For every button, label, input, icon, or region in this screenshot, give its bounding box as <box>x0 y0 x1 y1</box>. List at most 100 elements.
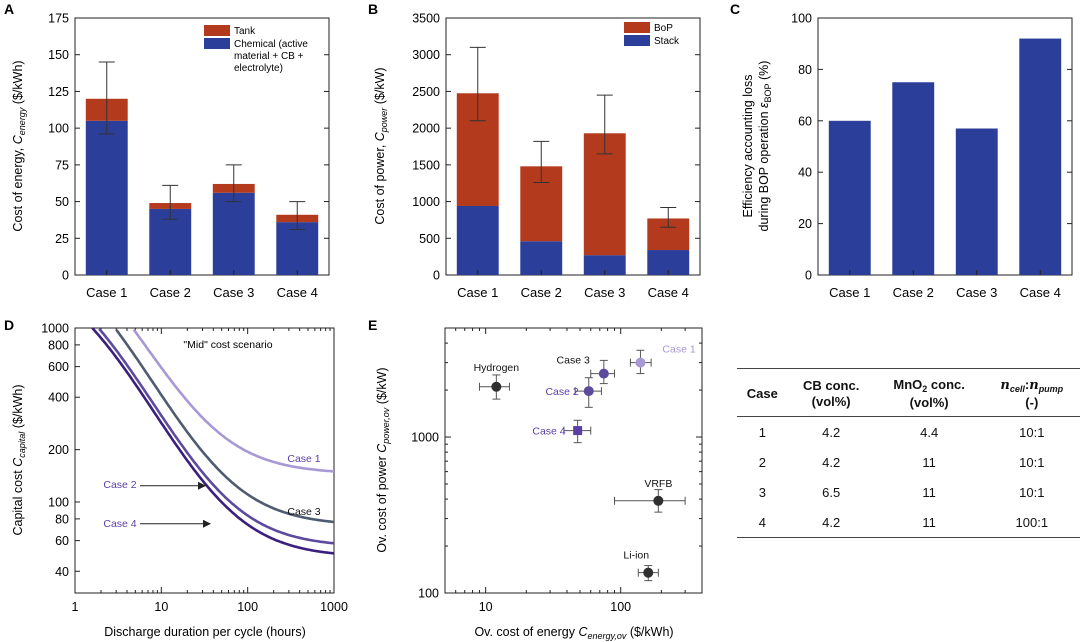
th-ratio: ncell:npump (-) <box>983 367 1080 418</box>
bar <box>892 82 935 275</box>
legend-label-chemical-3: electrolyte) <box>234 63 283 74</box>
cell-case: 3 <box>758 485 766 501</box>
panel-b-label: B <box>368 1 378 17</box>
x-tick-label: Case 2 <box>521 285 562 300</box>
line-label-case-4: Case 4 <box>103 518 136 530</box>
cell-case: 2 <box>758 455 766 471</box>
point-li-ion <box>643 567 654 578</box>
y-tick-label: 1500 <box>412 158 440 172</box>
y-tick-label: 40 <box>55 565 69 579</box>
panel-c-label: C <box>730 1 740 17</box>
panel-d-annotation: "Mid" cost scenario <box>183 339 272 351</box>
legend-label-tank: Tank <box>234 26 256 37</box>
cell-mno2: 11 <box>922 455 936 471</box>
x-tick-label: 100 <box>610 600 631 614</box>
x-tick-label: Case 1 <box>829 285 870 300</box>
line-label-case-3: Case 3 <box>287 506 320 518</box>
x-tick-label: Case 3 <box>956 285 997 300</box>
legend-swatch-tank <box>204 25 230 36</box>
y-tick-label: 150 <box>48 48 69 62</box>
x-tick-label: 10 <box>154 600 168 614</box>
point-hydrogen <box>491 381 502 392</box>
panel-d-label: D <box>4 317 14 333</box>
bar-stack <box>583 255 626 275</box>
y-tick-label: 60 <box>55 534 69 548</box>
panel-b-legend: BoP Stack <box>624 22 680 47</box>
point-label-hydrogen: Hydrogen <box>474 362 520 374</box>
cell-cb: 4.2 <box>787 507 875 539</box>
legend-label-chemical-2: material + CB + <box>234 51 304 62</box>
y-tick-label: 100 <box>48 496 69 510</box>
cell-case: 4 <box>737 507 788 539</box>
point-case-1 <box>635 357 646 368</box>
x-tick-label: Case 1 <box>457 285 498 300</box>
panel-c-ylabel-line2: during BOP operation εBOP (%) <box>757 61 773 232</box>
cell-ratio: 10:1 <box>1019 425 1045 441</box>
x-tick-label: 1000 <box>320 600 348 614</box>
x-tick-label: 100 <box>237 600 258 614</box>
x-tick-label: Case 2 <box>150 285 191 300</box>
point-case-2 <box>583 386 594 397</box>
panel-d: D 40 60 80 100 200 400 600 800 1000 1 10 100 1000 "… <box>4 317 348 639</box>
cell-case: 1 <box>758 425 766 441</box>
legend-label-bop: BoP <box>654 23 673 34</box>
line-case-2 <box>98 327 335 545</box>
point-label-li-ion: Li-ion <box>623 550 649 562</box>
y-tick-label: 50 <box>55 195 69 209</box>
x-tick-label: Case 4 <box>648 285 689 300</box>
cell-mno2: 4.4 <box>920 425 939 441</box>
y-tick-label: 100 <box>791 12 812 26</box>
y-tick-label: 1000 <box>412 195 440 209</box>
panel-a-frame <box>74 17 330 276</box>
bar <box>828 120 871 275</box>
y-tick-label: 125 <box>48 85 69 99</box>
y-tick-label: 0 <box>433 269 440 283</box>
y-tick-label: 400 <box>48 391 69 405</box>
cell-cb: 4.2 <box>822 455 841 471</box>
cell-ratio: 10:1 <box>1019 485 1045 501</box>
table-row: 3 6.5 11 10:1 <box>737 477 1080 507</box>
bar-chemical <box>149 208 192 275</box>
panel-c-ylabel-line1: Efficiency accounting loss <box>741 75 755 218</box>
legend-swatch-stack <box>624 35 650 46</box>
y-tick-label: 20 <box>798 217 812 231</box>
line-case-1 <box>132 328 335 473</box>
cell-mno2: 11 <box>874 507 984 539</box>
y-tick-label: 2000 <box>412 122 440 136</box>
panel-e-xlabel: Ov. cost of energy Cenergy,ov ($/kWh) <box>474 625 673 641</box>
panel-e: E 100 1000 10 100 Ov. cost of energy Cener… <box>368 317 703 641</box>
y-tick-label: 3500 <box>412 12 440 26</box>
y-tick-label: 200 <box>48 443 69 457</box>
x-tick-label: 1 <box>72 600 79 614</box>
line-case-4 <box>91 327 335 555</box>
bar-chemical <box>212 192 255 275</box>
x-tick-label: Case 4 <box>1020 285 1061 300</box>
point-case-4 <box>573 426 583 436</box>
panel-c-frame <box>817 17 1073 276</box>
x-tick-label: Case 1 <box>86 285 127 300</box>
bar <box>955 128 998 275</box>
panel-d-ylabel: Capital cost Ccapital ($/kWh) <box>11 384 27 535</box>
x-tick-label: Case 4 <box>277 285 318 300</box>
bar-chemical <box>85 120 128 275</box>
bar-stack <box>520 241 563 275</box>
case-table-grid: Case CB conc. (vol%) MnO2 conc. (vol%) nce… <box>737 367 1080 539</box>
y-tick-label: 100 <box>48 122 69 136</box>
table-header-row: Case CB conc. (vol%) MnO2 conc. (vol%) nce… <box>737 367 1080 418</box>
panel-b-frame <box>445 17 701 276</box>
point-label-case-1: Case 1 <box>662 344 695 356</box>
y-tick-label: 100 <box>418 587 439 601</box>
panel-a-legend: Tank Chemical (active material + CB + el… <box>204 25 308 74</box>
panel-d-frame <box>74 327 335 594</box>
panel-b-ylabel: Cost of power, Cpower ($/kW) <box>373 67 389 224</box>
panel-d-xlabel: Discharge duration per cycle (hours) <box>104 625 305 639</box>
panel-a-ylabel: Cost of energy, Cenergy ($/kWh) <box>11 60 27 231</box>
panel-a: A 0 25 50 75 100 125 150 175 Case 1 Case 2 Case 3… <box>4 1 330 300</box>
panel-a-label: A <box>4 1 14 17</box>
legend-label-stack: Stack <box>654 36 680 47</box>
legend-label-chemical-1: Chemical (active <box>234 39 308 50</box>
line-label-case-1: Case 1 <box>287 453 320 465</box>
y-tick-label: 80 <box>55 512 69 526</box>
bar <box>1019 38 1062 276</box>
